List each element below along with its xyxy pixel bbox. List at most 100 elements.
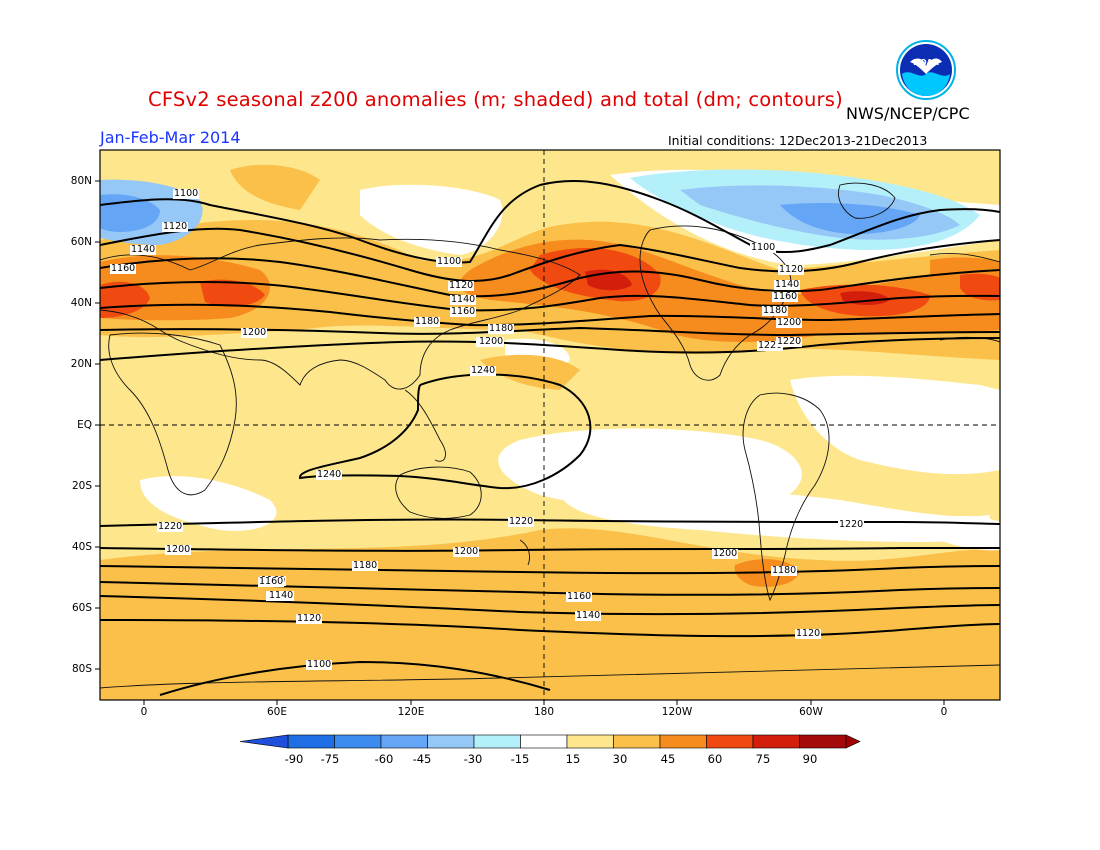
lat-label: EQ [77, 419, 92, 431]
contour-1180-s [100, 565, 1000, 575]
colorbar-tick: -60 [374, 752, 394, 766]
contour-label: 1120 [162, 221, 189, 232]
colorbar-swatch [334, 734, 382, 749]
shaded-anomalies [100, 150, 1000, 700]
contour-label: 1200 [712, 548, 739, 559]
contour-label: 1100 [436, 256, 463, 267]
contour-label: 1100 [306, 659, 333, 670]
colorbar-tick: -75 [320, 752, 340, 766]
contour-label: 1180 [488, 323, 515, 334]
contour-label: 1140 [130, 244, 157, 255]
colorbar-swatch [380, 734, 428, 749]
contour-label: 1220 [157, 521, 184, 532]
contour-label: 1220 [838, 519, 865, 530]
lon-label: 180 [533, 706, 555, 718]
contour-label: 1200 [241, 327, 268, 338]
contour-label: 1160 [450, 306, 477, 317]
agency-label: NWS/NCEP/CPC [846, 104, 970, 123]
lat-label: 80N [70, 175, 92, 187]
contour-label: 1140 [575, 610, 602, 621]
colorbar-swatch [613, 734, 661, 749]
lat-label: 60N [70, 236, 92, 248]
contour-label: 1200 [453, 546, 480, 557]
shade-southern-ocean [100, 607, 1000, 700]
colorbar-tick: 45 [660, 752, 676, 766]
colorbar [239, 734, 861, 749]
contour-label: 1200 [165, 544, 192, 555]
contour-1200-s [100, 546, 1000, 552]
contour-label: 1140 [268, 590, 295, 601]
forecast-period: Jan-Feb-Mar 2014 [100, 128, 241, 147]
lat-label: 80S [71, 663, 92, 675]
contour-label: 1120 [296, 613, 323, 624]
contour-label: 1100 [173, 188, 200, 199]
colorbar-tick: -90 [284, 752, 304, 766]
shade-red-far-east [960, 273, 1000, 301]
contour-1220-a [100, 337, 1000, 361]
contour-1140-s [100, 595, 1000, 616]
map-title: CFSv2 seasonal z200 anomalies (m; shaded… [148, 88, 843, 111]
shade-orange-pac-east [480, 354, 580, 390]
shade-white-arctic-a [360, 184, 503, 255]
contour-1100-s [159, 660, 551, 696]
contour-1100-a [100, 180, 1000, 264]
colorbar-swatch [752, 734, 800, 749]
lon-label: 60W [799, 706, 823, 718]
initial-conditions: Initial conditions: 12Dec2013-21Dec2013 [668, 133, 928, 148]
outline-s-america [742, 392, 830, 602]
shade-red-eur2 [200, 279, 265, 307]
contour-1240-loop [299, 373, 592, 490]
outline-africa [108, 332, 237, 496]
colorbar-tick: 75 [755, 752, 771, 766]
contour-1220-s [100, 518, 1000, 527]
contour-label: 1160 [566, 591, 593, 602]
colorbar-tick: -30 [463, 752, 483, 766]
contour-label: 1180 [352, 560, 379, 571]
colorbar-left-arrow [239, 734, 289, 749]
contour-label: 1140 [774, 279, 801, 290]
colorbar-tick: 90 [802, 752, 818, 766]
noaa-logo: NOAA [896, 40, 956, 100]
lon-label: 0 [940, 706, 948, 718]
lon-label: 120E [397, 706, 425, 718]
colorbar-tick: 15 [565, 752, 581, 766]
lon-label: 0 [140, 706, 148, 718]
contour-1120-a [100, 227, 1000, 282]
shade-white-atl-small [930, 516, 1000, 551]
lat-label: 20S [71, 480, 92, 492]
contour-label: 1200 [478, 336, 505, 347]
axis-ticks [95, 180, 945, 705]
outline-greenland [838, 182, 896, 219]
colorbar-swatch [706, 734, 754, 749]
colorbar-swatch [659, 734, 707, 749]
lat-label: 40N [70, 297, 92, 309]
colorbar-tick: -45 [412, 752, 432, 766]
height-contours [100, 180, 1000, 696]
contour-label: 1120 [778, 264, 805, 275]
shade-white-indian [140, 476, 277, 531]
colorbar-swatch [566, 734, 614, 749]
colorbar-swatch [473, 734, 521, 749]
outline-se-asia [404, 389, 446, 462]
contour-label: 1180 [762, 305, 789, 316]
colorbar-tick: -15 [510, 752, 530, 766]
colorbar-swatch [799, 734, 847, 749]
colorbar-right-arrow [845, 734, 861, 749]
contour-1160-a [100, 281, 1000, 312]
shade-north-cap [230, 164, 320, 210]
contour-label: 1200 [776, 317, 803, 328]
lon-label: 60E [267, 706, 287, 718]
contour-label: 1180 [414, 316, 441, 327]
outline-europe-right [929, 252, 1000, 263]
contour-label: 1220 [508, 516, 535, 527]
noaa-logo-text: NOAA [913, 58, 939, 67]
contour-1120-s [100, 619, 1000, 638]
contour-label: 1240 [316, 469, 343, 480]
contour-label: 1160 [258, 576, 285, 587]
contour-label: 1140 [450, 294, 477, 305]
contour-1180-a [100, 303, 1000, 327]
contour-label: 1120 [448, 280, 475, 291]
outline-australia [395, 466, 482, 519]
contour-label: 1220 [757, 340, 784, 351]
